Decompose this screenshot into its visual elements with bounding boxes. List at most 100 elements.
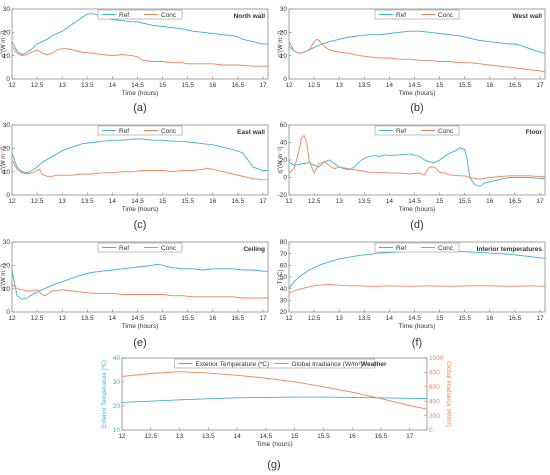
panel-label: (b): [410, 102, 423, 114]
panel-title: Interior temperatures: [477, 246, 543, 253]
y-tick-label: 20: [280, 309, 288, 316]
panel-label: (g): [267, 459, 280, 471]
x-tick-label: 13.5: [81, 198, 94, 205]
y-tick-label: 10: [280, 53, 288, 60]
x-tick-label: 17: [536, 82, 544, 89]
x-tick-label: 14: [109, 198, 117, 205]
y-tick-label: 20: [280, 30, 288, 37]
series-line-first: [12, 263, 268, 300]
y-axis-label: q"(W m⁻²): [1, 147, 7, 174]
x-tick-label: 16.5: [509, 82, 522, 89]
y-axis-label: q"(W m⁻²): [1, 31, 7, 58]
plot-frame: [121, 357, 428, 431]
x-tick-label: 15.5: [181, 315, 194, 322]
x-tick-label: 15: [159, 198, 167, 205]
y-tick-label: 30: [280, 6, 288, 13]
y2-tick-label: 600: [429, 384, 440, 391]
legend-box: [374, 125, 460, 136]
panel-title: North wall: [234, 13, 266, 20]
x-tick-label: 12: [8, 82, 16, 89]
y-tick-label: 20: [3, 30, 11, 37]
series-line-first: [12, 13, 268, 56]
x-tick-label: 15: [436, 82, 444, 89]
y-tick-label: -20: [278, 192, 288, 199]
panel-title: West wall: [512, 13, 542, 20]
series-line-first: [289, 147, 545, 187]
y2-tick-label: 0: [429, 427, 433, 434]
series-line-second: [12, 283, 268, 299]
x-tick-label: 13.5: [81, 82, 94, 89]
panel-label: (f): [412, 337, 422, 349]
x-tick-label: 16.5: [232, 82, 245, 89]
legend-box: [97, 125, 183, 136]
series-line-first: [122, 396, 427, 403]
panel-title: East wall: [237, 129, 265, 136]
legend-entry: Global Irradiance (W/m²): [292, 361, 363, 368]
x-tick-label: 16: [209, 198, 217, 205]
y2-tick-label: 800: [429, 370, 440, 377]
x-tick-label: 14: [109, 82, 117, 89]
series-line-second: [289, 284, 545, 294]
y-tick-label: 60: [280, 122, 288, 129]
legend-entry: Exterior Temperature (ºC): [196, 361, 270, 368]
panel-d: 12 12.5 13 13.5 14 14.5 15 15.5 16 16.5 17 -20 0 20 40…: [278, 122, 546, 231]
x-tick-label: 16.5: [509, 198, 522, 205]
x-tick-label: 15.5: [181, 82, 194, 89]
y-tick-label: 20: [3, 146, 11, 153]
legend-entry: Conc: [161, 12, 177, 19]
y2-axis-label: Global Irradiance (W/m²): [445, 361, 451, 427]
y-tick-label: 60: [280, 263, 288, 270]
legend-entry: Conc: [438, 128, 454, 135]
legend: Ref Conc: [97, 242, 183, 253]
x-tick-label: 12.5: [308, 82, 321, 89]
x-tick-label: 16: [209, 82, 217, 89]
x-tick-label: 12: [285, 315, 293, 322]
panel-c: 12 12.5 13 13.5 14 14.5 15 15.5 16 16.5 17 0 10 20 30 T…: [1, 122, 269, 231]
x-tick-label: 13.5: [358, 198, 371, 205]
panel-b: 12 12.5 13 13.5 14 14.5 15 15.5 16 16.5 17 0 10 20 30 T…: [278, 6, 546, 114]
y-tick-label: 20: [280, 157, 288, 164]
plot-frame: [11, 8, 269, 80]
legend-entry: Ref: [396, 12, 406, 19]
legend-entry: Ref: [396, 128, 406, 135]
y-tick-label: 40: [280, 286, 288, 293]
x-tick-label: 14: [386, 82, 394, 89]
x-tick-label: 16.5: [375, 433, 388, 440]
y-axis-label: Exterior Temperature (ºC): [101, 360, 108, 428]
y-tick-label: 20: [113, 403, 121, 410]
panel-label: (e): [133, 337, 146, 349]
legend-entry: Conc: [161, 128, 177, 135]
x-tick-label: 13.5: [358, 315, 371, 322]
y-tick-label: 0: [283, 76, 287, 83]
x-axis-label: Time (hours): [256, 441, 293, 448]
series-line-second: [12, 159, 268, 181]
series-line-second: [122, 371, 427, 410]
y-axis-label: q"(W m⁻²): [278, 31, 284, 58]
x-tick-label: 15: [159, 315, 167, 322]
x-tick-label: 15.5: [458, 315, 471, 322]
x-tick-label: 16.5: [509, 315, 522, 322]
x-tick-label: 12: [285, 198, 293, 205]
x-tick-label: 13: [336, 82, 344, 89]
x-tick-label: 14.5: [408, 198, 421, 205]
y-tick-label: 30: [113, 379, 121, 386]
x-tick-label: 16: [486, 315, 494, 322]
panel-f: 12 12.5 13 13.5 14 14.5 15 15.5 16 16.5 17 20 30 40 50…: [278, 239, 546, 349]
x-tick-label: 14: [386, 315, 394, 322]
y-tick-label: 10: [113, 427, 121, 434]
x-tick-label: 15: [291, 433, 299, 440]
plot-frame: [288, 124, 546, 196]
x-tick-label: 17: [259, 315, 267, 322]
legend-box: [97, 9, 183, 20]
x-tick-label: 12.5: [144, 433, 157, 440]
x-tick-label: 12: [8, 198, 16, 205]
x-tick-label: 12: [285, 82, 293, 89]
x-tick-label: 14: [386, 198, 394, 205]
y-tick-label: 50: [280, 274, 288, 281]
plot-frame: [11, 241, 269, 313]
x-tick-label: 14.5: [131, 82, 144, 89]
x-tick-label: 14: [233, 433, 241, 440]
series-line-first: [289, 30, 545, 54]
y-tick-label: 0: [283, 175, 287, 182]
